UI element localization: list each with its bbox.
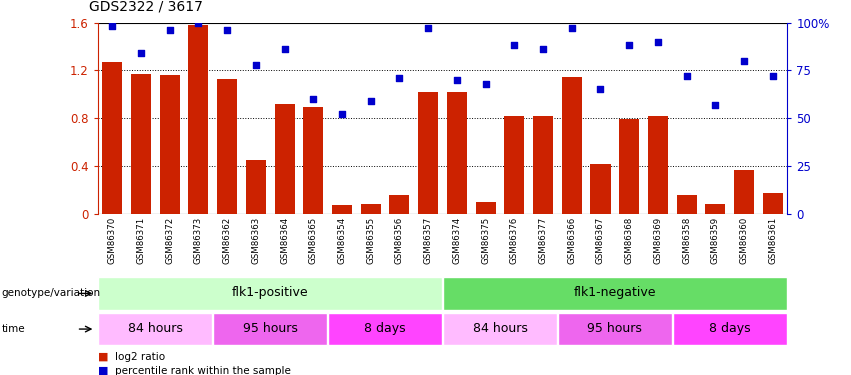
Text: GSM86377: GSM86377 — [539, 217, 547, 264]
Bar — [673, 313, 786, 345]
Text: 95 hours: 95 hours — [243, 322, 298, 335]
Text: GSM86355: GSM86355 — [366, 217, 375, 264]
Point — [421, 25, 435, 31]
Text: GSM86366: GSM86366 — [568, 217, 576, 264]
Text: ■: ■ — [98, 366, 108, 375]
Text: GSM86357: GSM86357 — [424, 217, 432, 264]
Text: GSM86368: GSM86368 — [625, 217, 634, 264]
Bar — [677, 195, 697, 214]
Bar — [476, 202, 495, 214]
Bar — [734, 170, 754, 214]
Text: log2 ratio: log2 ratio — [115, 352, 165, 362]
Text: GSM86369: GSM86369 — [654, 217, 662, 264]
Bar — [99, 277, 442, 310]
Text: GSM86372: GSM86372 — [165, 217, 174, 264]
Text: 8 days: 8 days — [709, 322, 751, 335]
Bar — [217, 79, 237, 214]
Bar — [99, 313, 212, 345]
Bar — [214, 313, 327, 345]
Point — [737, 58, 751, 64]
Bar — [762, 194, 783, 214]
Bar — [102, 62, 123, 214]
Point — [594, 87, 608, 93]
Point — [249, 62, 263, 68]
Text: GSM86354: GSM86354 — [338, 217, 346, 264]
Bar — [390, 195, 409, 214]
Point — [651, 39, 665, 45]
Text: GSM86370: GSM86370 — [108, 217, 117, 264]
Text: GSM86373: GSM86373 — [194, 217, 203, 264]
Point — [622, 42, 636, 48]
Bar — [443, 277, 786, 310]
Text: GSM86360: GSM86360 — [740, 217, 749, 264]
Point — [277, 46, 291, 52]
Text: GDS2322 / 3617: GDS2322 / 3617 — [89, 0, 203, 13]
Text: GSM86365: GSM86365 — [309, 217, 317, 264]
Bar — [328, 313, 442, 345]
Bar — [418, 92, 438, 214]
Bar — [562, 78, 582, 214]
Text: 8 days: 8 days — [364, 322, 406, 335]
Text: GSM86371: GSM86371 — [136, 217, 146, 264]
Point — [680, 73, 694, 79]
Text: flk1-positive: flk1-positive — [231, 286, 309, 299]
Bar — [705, 204, 725, 214]
Bar — [188, 25, 208, 214]
Text: GSM86375: GSM86375 — [481, 217, 490, 264]
Bar — [443, 313, 557, 345]
Bar — [533, 116, 553, 214]
Point — [392, 75, 406, 81]
Point — [191, 20, 205, 26]
Text: GSM86356: GSM86356 — [395, 217, 404, 264]
Bar — [558, 313, 671, 345]
Text: GSM86376: GSM86376 — [510, 217, 519, 264]
Bar — [246, 160, 266, 214]
Text: genotype/variation: genotype/variation — [2, 288, 100, 298]
Point — [364, 98, 378, 104]
Point — [163, 27, 176, 33]
Bar — [275, 104, 294, 214]
Bar — [591, 164, 610, 214]
Text: GSM86364: GSM86364 — [280, 217, 289, 264]
Point — [134, 50, 148, 56]
Bar — [160, 75, 180, 214]
Point — [106, 23, 119, 29]
Bar — [361, 204, 380, 214]
Text: flk1-negative: flk1-negative — [574, 286, 656, 299]
Point — [507, 42, 521, 48]
Bar — [648, 116, 668, 214]
Text: 84 hours: 84 hours — [472, 322, 528, 335]
Point — [479, 81, 493, 87]
Point — [536, 46, 550, 52]
Text: time: time — [2, 324, 26, 334]
Text: 95 hours: 95 hours — [587, 322, 643, 335]
Text: GSM86367: GSM86367 — [596, 217, 605, 264]
Point — [450, 77, 464, 83]
Text: ■: ■ — [98, 352, 108, 362]
Point — [220, 27, 234, 33]
Text: GSM86359: GSM86359 — [711, 217, 720, 264]
Bar — [620, 119, 639, 214]
Point — [766, 73, 780, 79]
Bar — [505, 116, 524, 214]
Bar — [447, 92, 467, 214]
Point — [565, 25, 579, 31]
Bar — [131, 74, 151, 214]
Text: GSM86363: GSM86363 — [251, 217, 260, 264]
Point — [335, 111, 349, 117]
Point — [306, 96, 320, 102]
Bar — [303, 107, 323, 214]
Text: GSM86374: GSM86374 — [453, 217, 461, 264]
Bar — [332, 206, 352, 214]
Point — [709, 102, 722, 108]
Text: GSM86358: GSM86358 — [683, 217, 691, 264]
Text: percentile rank within the sample: percentile rank within the sample — [115, 366, 291, 375]
Text: GSM86362: GSM86362 — [223, 217, 231, 264]
Text: 84 hours: 84 hours — [128, 322, 183, 335]
Text: GSM86361: GSM86361 — [768, 217, 777, 264]
